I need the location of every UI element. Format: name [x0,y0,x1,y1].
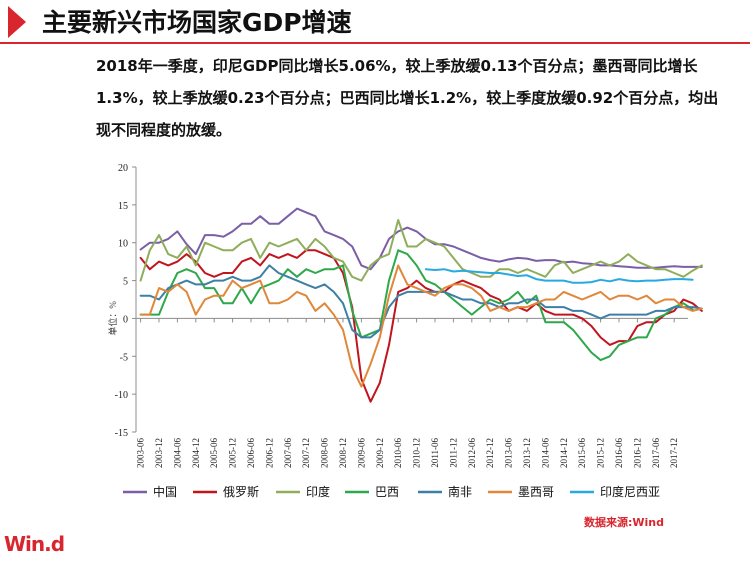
x-tick-label: 2007-06 [283,438,293,468]
x-tick-label: 2017-12 [669,438,679,468]
x-tick-label: 2005-12 [228,438,238,468]
x-tick-label: 2006-12 [264,438,274,468]
x-tick-label: 2014-12 [559,438,569,468]
series-line-南非 [139,264,703,339]
x-tick-label: 2005-06 [209,438,219,468]
x-tick-label: 2007-12 [301,438,311,468]
x-tick-label: 2006-06 [246,438,256,468]
series-line-俄罗斯 [139,249,703,403]
series-line-墨西哥 [139,264,703,388]
summary-text: 2018年一季度，印尼GDP同比增长5.06%，较上季放缓0.13个百分点；墨西… [96,57,719,139]
x-tick-label: 2011-06 [430,438,440,468]
y-tick-label: 15 [118,201,128,212]
x-tick-label: 2003-12 [154,438,164,468]
title-arrow-icon [8,6,26,38]
y-tick-label: 20 [118,163,128,174]
legend-label: 巴西 [375,485,399,499]
series-line-印度尼西亚 [424,268,694,284]
legend-label: 俄罗斯 [223,485,259,499]
data-source: 数据来源:Wind [584,516,665,529]
x-tick-label: 2013-06 [504,438,514,468]
x-tick-label: 2011-12 [448,438,458,468]
wind-logo: Win.d [4,532,65,556]
x-tick-label: 2015-06 [577,438,587,468]
x-tick-label: 2008-12 [338,438,348,468]
page-title: 主要新兴市场国家GDP增速 [42,8,352,37]
x-tick-label: 2013-12 [522,438,532,468]
x-tick-label: 2016-12 [632,438,642,468]
x-tick-label: 2009-06 [356,438,366,468]
y-tick-label: -5 [120,352,128,363]
y-tick-label: -10 [115,390,128,401]
x-tick-label: 2012-06 [467,438,477,468]
x-tick-label: 2010-12 [412,438,422,468]
y-tick-label: -15 [115,428,128,439]
series-line-印度 [139,219,703,282]
x-tick-label: 2012-12 [485,438,495,468]
x-tick-label: 2014-06 [540,438,550,468]
x-tick-label: 2003-06 [136,438,146,468]
y-tick-label: 0 [123,314,128,325]
y-tick-label: 5 [123,277,128,288]
x-tick-label: 2009-12 [375,438,385,468]
x-tick-label: 2004-12 [191,438,201,468]
legend-label: 印度 [306,484,330,499]
legend-label: 印度尼西亚 [600,484,660,499]
x-tick-label: 2010-06 [393,438,403,468]
title-bar: 主要新兴市场国家GDP增速 [0,0,750,44]
series-line-巴西 [139,249,694,362]
x-tick-label: 2016-06 [614,438,624,468]
legend-label: 中国 [153,484,177,499]
series-line-中国 [139,207,703,271]
x-tick-label: 2008-06 [320,438,330,468]
y-axis-unit-label: 单位：% [107,301,118,336]
legend-label: 墨西哥 [518,485,554,499]
x-tick-label: 2015-12 [596,438,606,468]
title-underline [0,42,750,44]
y-tick-label: 10 [118,239,128,250]
x-tick-label: 2017-06 [651,438,661,468]
legend-label: 南非 [448,484,472,499]
x-tick-label: 2004-06 [172,438,182,468]
